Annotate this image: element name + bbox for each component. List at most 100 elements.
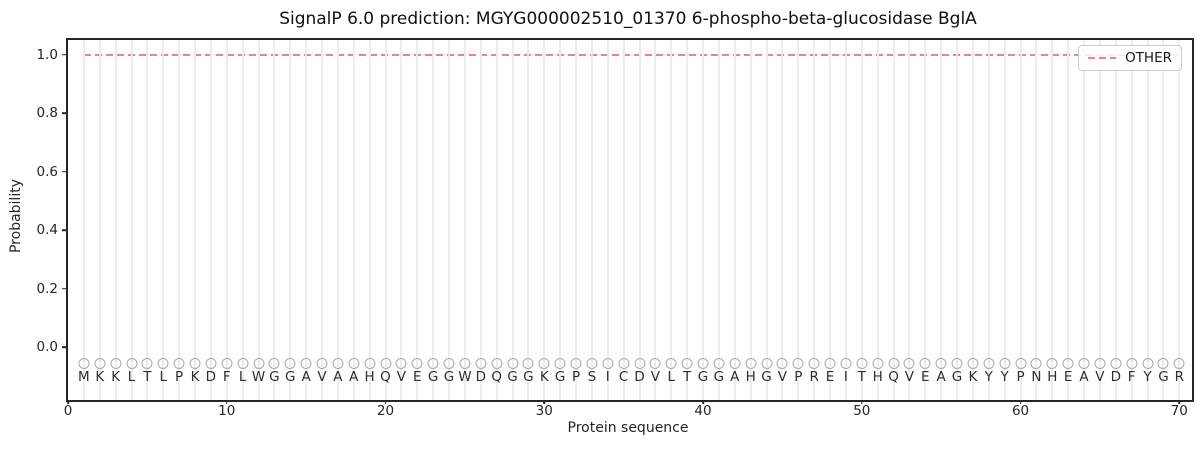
residue-letter: L (238, 368, 247, 385)
x-tick-label: 50 (853, 403, 871, 419)
x-tick-mark (225, 400, 228, 404)
x-tick-label: 40 (694, 403, 712, 419)
residue-letter: Y (1143, 368, 1152, 385)
residue-gridline (352, 40, 355, 400)
residue-letter: K (95, 368, 105, 385)
residue-letter: A (333, 368, 343, 385)
residue-letter: H (1047, 368, 1058, 385)
residue-gridline (638, 40, 641, 400)
residue-gridline (575, 40, 578, 400)
residue-marker-circle (427, 357, 439, 369)
residue-gridline (321, 40, 323, 400)
residue-letter: Q (491, 368, 502, 385)
x-tick-mark (1019, 400, 1022, 404)
residue-gridline (733, 40, 736, 400)
residue-gridline (987, 40, 990, 400)
residue-marker-circle (522, 357, 534, 369)
residue-marker-circle (316, 357, 328, 369)
residue-gridline (971, 40, 974, 400)
residue-marker-circle (284, 357, 296, 369)
residue-gridline (1146, 40, 1149, 400)
residue-marker-circle (919, 357, 931, 369)
residue-letter: T (683, 368, 692, 385)
residue-letter: A (1079, 368, 1089, 385)
residue-gridline (1162, 40, 1165, 400)
residue-letter: G (523, 368, 534, 385)
residue-gridline (241, 40, 244, 400)
residue-marker-circle (475, 357, 487, 369)
residue-marker-circle (237, 357, 249, 369)
x-tick-label: 0 (63, 403, 73, 419)
residue-gridline (305, 40, 308, 400)
residue-marker-circle (189, 357, 201, 369)
x-tick-mark (702, 400, 704, 404)
residue-letter: D (475, 368, 486, 385)
residue-marker-circle (380, 357, 391, 369)
residue-letter: L (127, 368, 136, 385)
residue-gridline (511, 40, 514, 400)
residue-gridline (416, 40, 419, 400)
x-tick-label: 60 (1011, 403, 1030, 419)
residue-gridline (98, 40, 101, 400)
residue-gridline (1019, 40, 1022, 400)
residue-gridline (114, 40, 117, 400)
residue-gridline (940, 40, 943, 400)
x-tick-label: 30 (535, 403, 553, 419)
residue-letter: G (1158, 368, 1169, 385)
residue-letter: I (605, 368, 610, 385)
residue-letter: A (936, 368, 946, 385)
residue-letter: H (872, 368, 883, 385)
residue-gridline (336, 40, 339, 400)
residue-marker-circle (665, 357, 677, 369)
residue-marker-circle (253, 357, 264, 369)
residue-letter: R (809, 368, 819, 385)
residue-letter: P (175, 368, 184, 385)
residue-marker-circle (348, 357, 360, 369)
residue-marker-circle (570, 357, 582, 369)
residue-letter: F (222, 368, 231, 385)
residue-letter: K (111, 368, 121, 385)
residue-gridline (924, 40, 927, 400)
y-tick-mark (62, 170, 66, 173)
residue-letter: Q (380, 368, 391, 385)
legend-label: OTHER (1125, 50, 1172, 66)
y-tick-mark (62, 112, 66, 114)
residue-gridline (432, 40, 435, 400)
residue-marker-circle (1157, 357, 1169, 369)
residue-letter: T (857, 368, 866, 385)
residue-gridline (654, 40, 657, 400)
residue-letter: P (794, 368, 803, 385)
residue-letter: D (634, 368, 645, 385)
residue-gridline (1067, 40, 1070, 400)
residue-gridline (495, 40, 498, 400)
residue-marker-circle (1046, 357, 1058, 369)
y-tick-label: 0.0 (36, 339, 58, 356)
residue-gridline (622, 40, 625, 400)
residue-gridline (844, 40, 847, 400)
residue-marker-circle (173, 357, 185, 369)
residue-gridline (384, 40, 387, 400)
residue-letter: G (761, 368, 772, 385)
residue-marker-circle (602, 357, 614, 369)
residue-marker-circle (856, 357, 868, 369)
residue-marker-circle (554, 357, 566, 369)
residue-marker-circle (364, 357, 376, 369)
residue-gridline (717, 40, 720, 400)
y-tick-label: 0.4 (36, 222, 58, 239)
residue-letter: A (349, 368, 359, 385)
residue-letter: V (396, 368, 406, 385)
residue-marker-circle (713, 357, 725, 369)
residue-marker-circle (268, 357, 280, 369)
residue-letter: G (554, 368, 566, 385)
y-tick-label: 0.8 (36, 105, 58, 122)
residue-marker-circle (110, 357, 122, 369)
x-tick-mark (384, 400, 387, 404)
residue-letter: G (507, 368, 518, 385)
residue-marker-circle (300, 357, 312, 369)
residue-marker-circle (1173, 357, 1185, 369)
residue-marker-circle (507, 357, 519, 369)
residue-gridline (225, 40, 228, 400)
other-probability-line (83, 53, 1180, 56)
residue-marker-circle (681, 357, 693, 369)
residue-letter: Y (984, 368, 993, 385)
